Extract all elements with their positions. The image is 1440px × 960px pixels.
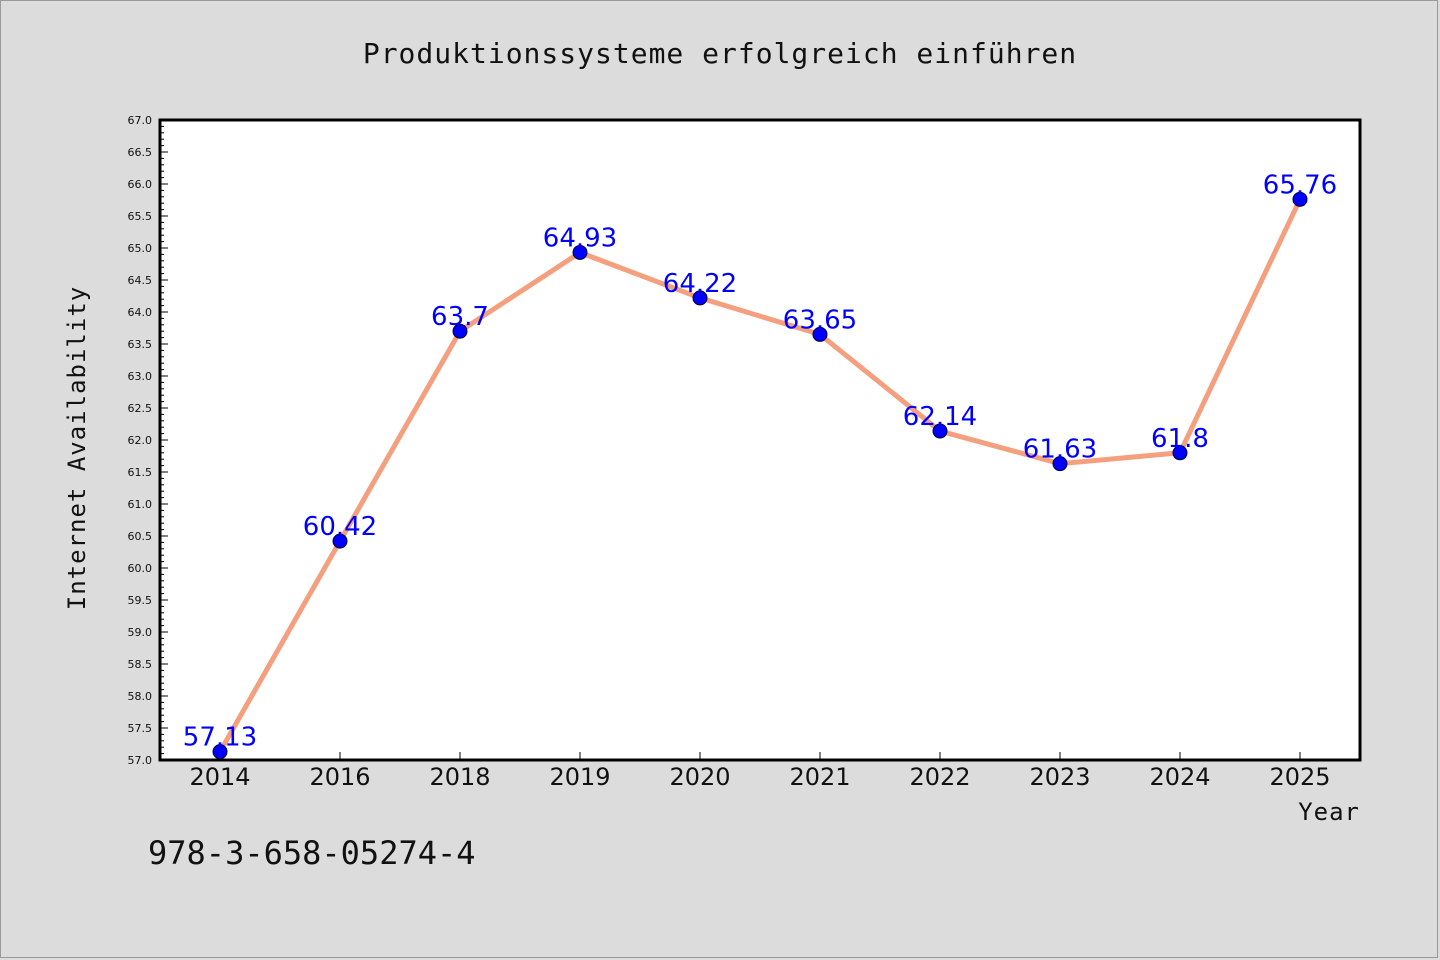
x-tick-label: 2023 (1029, 763, 1090, 791)
footer-code: 978-3-658-05274-4 (148, 834, 476, 872)
y-tick-label: 67.0 (128, 114, 153, 127)
data-label: 64.93 (543, 223, 617, 253)
y-tick-label: 65.5 (128, 210, 153, 223)
x-tick-label: 2014 (189, 763, 250, 791)
data-point (1292, 191, 1308, 207)
x-tick-label: 2020 (669, 763, 730, 791)
data-point (1172, 445, 1188, 461)
data-label: 62.14 (903, 402, 977, 432)
x-tick-label: 2016 (309, 763, 370, 791)
x-tick-label: 2022 (909, 763, 970, 791)
data-label: 61.63 (1023, 435, 1097, 465)
y-tick-label: 64.5 (128, 274, 153, 287)
y-tick-label: 61.5 (128, 466, 153, 479)
data-point (452, 323, 468, 339)
chart-title: Produktionssysteme erfolgreich einführen (363, 37, 1077, 70)
data-label: 61.8 (1151, 424, 1209, 454)
data-labels: 57.13 60.42 63.7 64.93 64.22 63.65 62.14 61.63 6… (183, 170, 1337, 752)
data-label: 64.22 (663, 269, 737, 299)
data-label: 63.65 (783, 305, 857, 335)
data-point (572, 244, 588, 260)
data-point (1052, 456, 1068, 472)
y-tick-label: 60.0 (128, 562, 153, 575)
y-tick-label: 66.0 (128, 178, 153, 191)
y-axis: 57.0 57.5 58.0 58.5 59.0 59.5 60.0 60.5 61.0 61.5… (128, 114, 168, 767)
y-tick-label: 61.0 (128, 498, 153, 511)
y-tick-label: 58.0 (128, 690, 153, 703)
y-tick-label: 59.0 (128, 626, 153, 639)
data-point (212, 744, 228, 760)
series-line (217, 198, 1303, 753)
y-axis-title: Internet Availability (63, 286, 91, 610)
data-point (692, 290, 708, 306)
x-tick-label: 2019 (549, 763, 610, 791)
y-tick-label: 65.0 (128, 242, 153, 255)
data-markers (212, 191, 1308, 760)
data-label: 63.7 (431, 302, 489, 332)
y-tick-label: 63.0 (128, 370, 153, 383)
data-point (932, 423, 948, 439)
y-tick-label: 64.0 (128, 306, 153, 319)
y-tick-label: 57.5 (128, 722, 153, 735)
y-tick-label: 62.5 (128, 402, 153, 415)
y-tick-label: 59.5 (128, 594, 153, 607)
data-point (332, 533, 348, 549)
x-axis: 2014 2016 2018 2019 2020 2021 2022 2023 2024 2025 (189, 752, 1331, 791)
plot-area (158, 118, 1362, 762)
y-tick-label: 63.5 (128, 338, 153, 351)
x-tick-label: 2024 (1149, 763, 1210, 791)
y-tick-label: 60.5 (128, 530, 153, 543)
data-point (812, 326, 828, 342)
y-tick-label: 66.5 (128, 146, 153, 159)
x-axis-title: Year (1298, 798, 1360, 826)
y-tick-label: 57.0 (128, 754, 153, 767)
data-label: 57.13 (183, 723, 257, 753)
x-tick-label: 2025 (1269, 763, 1330, 791)
x-tick-label: 2018 (429, 763, 490, 791)
data-label: 65.76 (1263, 170, 1337, 200)
y-tick-label: 58.5 (128, 658, 153, 671)
data-label: 60.42 (303, 512, 377, 542)
y-tick-label: 62.0 (128, 434, 153, 447)
x-tick-label: 2021 (789, 763, 850, 791)
